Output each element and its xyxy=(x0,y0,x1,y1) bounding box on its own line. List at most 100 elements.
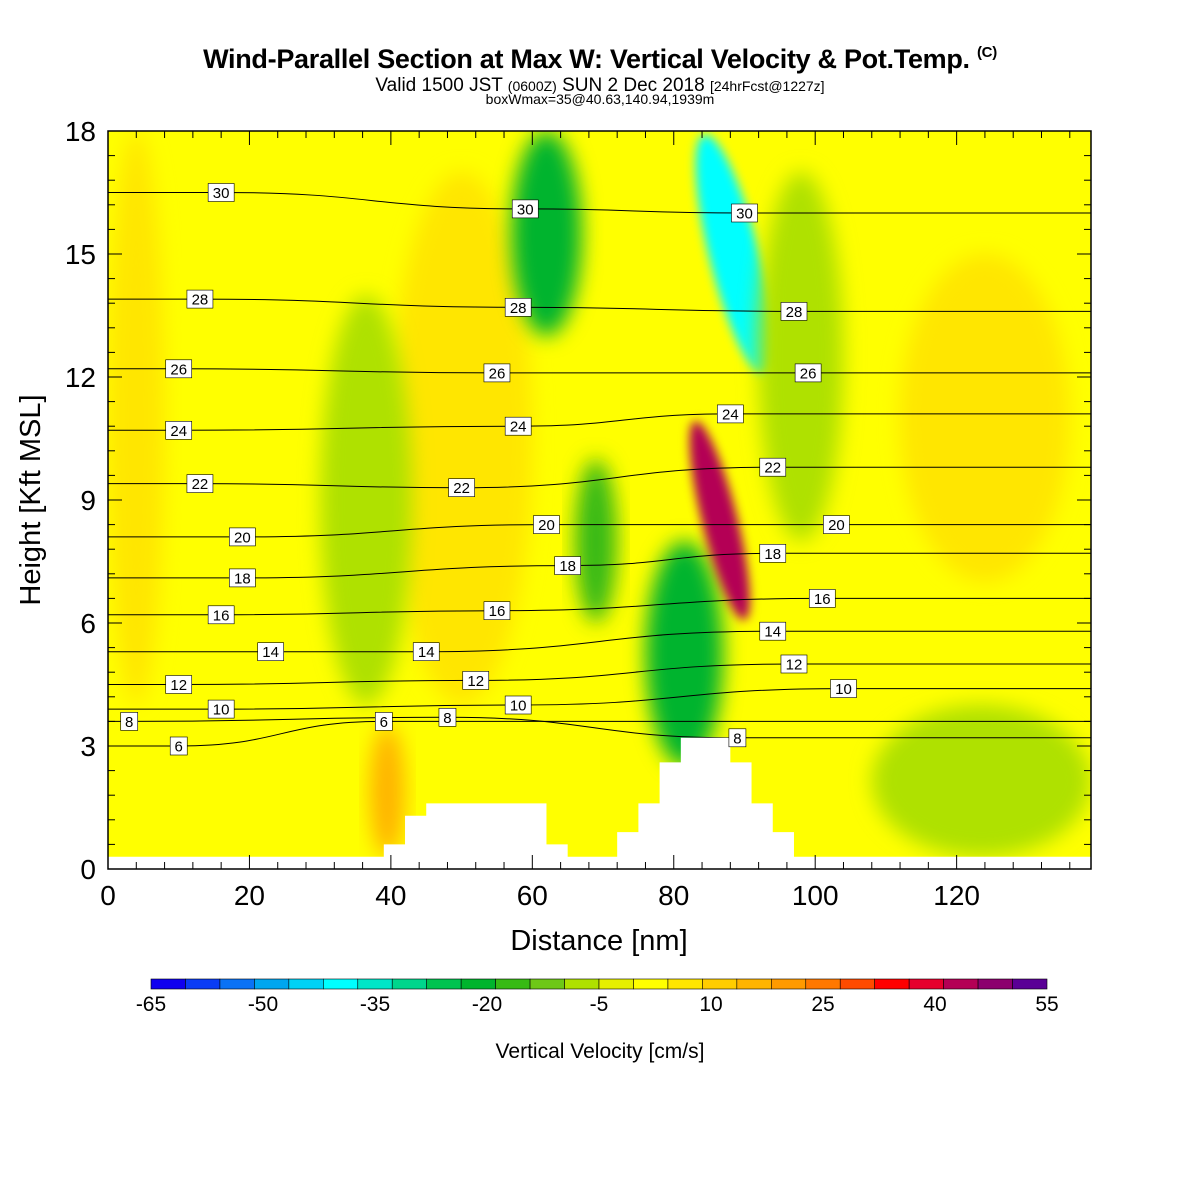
velocity-region-2 xyxy=(390,172,533,705)
contour-label: 16 xyxy=(207,605,235,624)
contour-label: 16 xyxy=(808,589,836,608)
contour-label-text: 26 xyxy=(170,361,187,378)
y-tick-label: 18 xyxy=(65,116,96,147)
colorbar-swatch xyxy=(564,978,600,990)
chart-title-mark: (C) xyxy=(976,44,997,61)
colorbar-tick-label: -35 xyxy=(360,993,390,1016)
contour-label-text: 18 xyxy=(559,558,576,575)
velocity-region-11 xyxy=(871,705,1091,857)
theta-contour-20 xyxy=(108,524,1091,538)
contour-label: 14 xyxy=(412,642,440,661)
contour-label: 14 xyxy=(759,621,787,641)
contour-label: 12 xyxy=(780,654,808,674)
contour-label: 20 xyxy=(823,515,850,534)
contour-label-text: 16 xyxy=(213,607,230,624)
contour-label-text: 12 xyxy=(467,673,484,690)
contour-label: 6 xyxy=(375,712,393,731)
x-axis-label: Distance [nm] xyxy=(510,925,687,957)
colorbar-swatch xyxy=(1012,978,1048,990)
colorbar-tick-label: 25 xyxy=(811,993,834,1016)
colorbar-swatch xyxy=(391,978,427,990)
colorbar-swatch xyxy=(805,978,841,990)
contour-label-text: 14 xyxy=(764,624,781,641)
contour-label-text: 18 xyxy=(234,570,251,587)
contour-label: 22 xyxy=(448,478,475,497)
x-tick-label: 100 xyxy=(792,880,839,911)
contour-label-text: 20 xyxy=(234,529,251,546)
velocity-region-10 xyxy=(900,254,1070,582)
chart-title-main: Wind-Parallel Section at Max W: Vertical… xyxy=(203,44,970,74)
velocity-region-8 xyxy=(695,134,773,374)
theta-contour-14 xyxy=(108,630,1091,653)
contour-label: 24 xyxy=(504,416,532,436)
subtitle-date: SUN 2 Dec 2018 xyxy=(562,75,705,96)
contour-label-text: 26 xyxy=(489,365,506,382)
contour-label: 20 xyxy=(533,515,560,534)
y-tick-label: 12 xyxy=(65,362,96,393)
y-tick-label: 0 xyxy=(80,854,96,885)
y-axis-label: Height [Kft MSL] xyxy=(15,394,47,605)
contour-label: 10 xyxy=(504,695,532,715)
contour-label: 30 xyxy=(511,199,539,218)
colorbar-swatch xyxy=(254,978,290,990)
contour-label-text: 22 xyxy=(192,476,209,493)
contour-label-text: 12 xyxy=(786,657,803,674)
contour-label-text: 30 xyxy=(517,201,534,218)
y-tick-label: 6 xyxy=(80,608,96,639)
subtitle-zulu: (0600Z) xyxy=(507,78,557,94)
contour-label: 30 xyxy=(731,203,758,223)
y-axis: 0 3 6 9 12 15 18 xyxy=(65,116,1091,885)
y-tick-label: 15 xyxy=(65,239,96,270)
y-tick-label: 3 xyxy=(80,731,96,762)
contour-label: 30 xyxy=(207,183,235,202)
colorbar-swatch xyxy=(667,978,703,990)
contour-label-text: 28 xyxy=(192,292,209,309)
colorbar-swatch xyxy=(460,978,496,990)
colorbar-swatch xyxy=(357,978,393,990)
contour-label-text: 24 xyxy=(722,406,739,423)
contour-label: 8 xyxy=(438,707,457,727)
contour-label: 12 xyxy=(165,675,193,694)
contour-label: 20 xyxy=(229,527,256,546)
x-axis: 0 20 40 60 80 100 120 xyxy=(100,131,1071,911)
colorbar-swatch xyxy=(736,978,772,990)
contour-label: 18 xyxy=(554,556,581,575)
colorbar-swatch xyxy=(150,978,186,990)
contour-label-text: 26 xyxy=(800,365,817,382)
vertical-velocity-field xyxy=(108,131,1091,869)
colorbar-swatch xyxy=(702,978,738,990)
colorbar-swatch xyxy=(288,978,324,990)
contour-label-text: 24 xyxy=(170,423,187,440)
contour-label-text: 8 xyxy=(125,714,133,731)
contour-label: 18 xyxy=(229,568,256,587)
colorbar-swatch xyxy=(943,978,979,990)
contour-label-text: 10 xyxy=(510,698,527,715)
colorbar-swatch xyxy=(874,978,910,990)
y-tick-label: 9 xyxy=(80,485,96,516)
contour-label: 22 xyxy=(759,457,787,477)
colorbar-swatch xyxy=(771,978,807,990)
contour-label: 24 xyxy=(165,420,193,440)
contour-label-text: 14 xyxy=(418,644,435,661)
contour-label: 26 xyxy=(794,363,822,382)
subtitle-valid: Valid 1500 JST xyxy=(375,75,503,96)
chart-title: Wind-Parallel Section at Max W: Vertical… xyxy=(0,44,1200,75)
colorbar-swatch xyxy=(908,978,944,990)
contour-label: 8 xyxy=(120,712,139,731)
contour-label-text: 14 xyxy=(262,644,279,661)
colorbar-swatch xyxy=(598,978,634,990)
velocity-region-4 xyxy=(511,131,582,336)
x-tick-label: 60 xyxy=(517,880,548,911)
subtitle-forecast: [24hrFcst@1227z] xyxy=(709,78,825,94)
colorbar-swatch xyxy=(426,978,462,990)
contour-label-text: 16 xyxy=(489,603,506,620)
velocity-region-7 xyxy=(689,420,750,621)
colorbar-swatch xyxy=(977,978,1013,990)
velocity-region-9 xyxy=(758,172,844,541)
colorbar-swatch xyxy=(529,978,565,990)
chart-subtitle: Valid 1500 JST (0600Z) SUN 2 Dec 2018 [2… xyxy=(0,76,1200,96)
contour-label: 18 xyxy=(759,543,787,563)
colorbar-tick-label: -5 xyxy=(590,993,609,1016)
x-tick-label: 80 xyxy=(658,880,689,911)
